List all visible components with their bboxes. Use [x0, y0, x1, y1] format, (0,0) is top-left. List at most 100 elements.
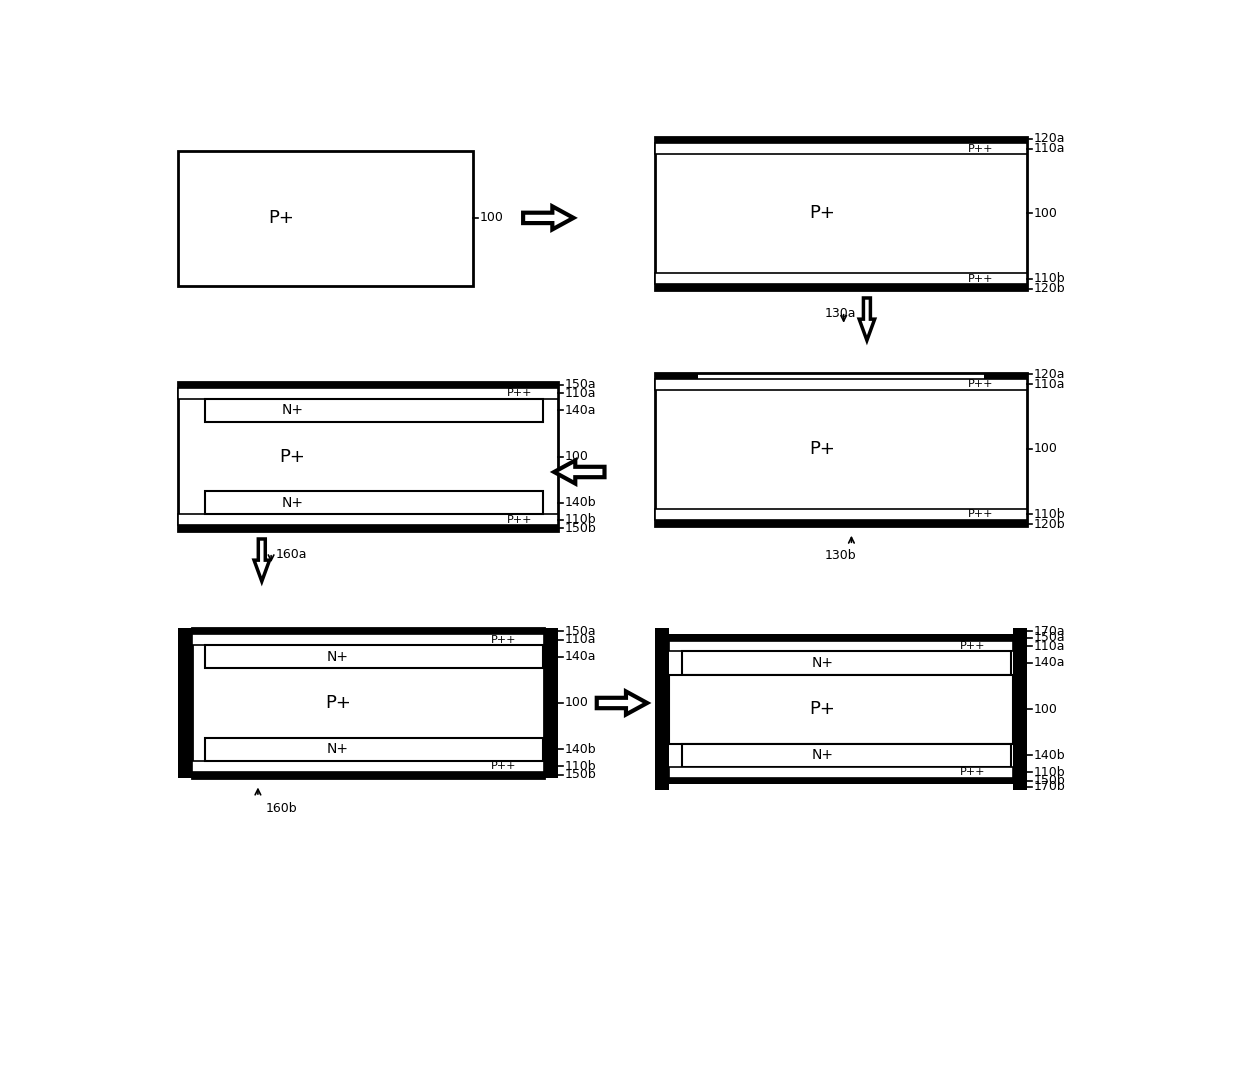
- Text: 150a: 150a: [565, 378, 596, 392]
- Text: P+: P+: [268, 209, 294, 227]
- Bar: [192, 760, 544, 771]
- Bar: [192, 628, 544, 777]
- Bar: [192, 635, 544, 645]
- Text: N+: N+: [281, 496, 303, 510]
- Bar: [655, 520, 1027, 526]
- Text: 120b: 120b: [1034, 518, 1065, 530]
- Bar: [179, 151, 472, 285]
- Text: 110a: 110a: [1034, 639, 1065, 653]
- Text: 120a: 120a: [1034, 367, 1065, 380]
- Text: 170a: 170a: [1034, 625, 1065, 638]
- Bar: [655, 628, 668, 790]
- Bar: [655, 373, 697, 379]
- Bar: [655, 143, 1027, 154]
- Bar: [192, 628, 544, 635]
- Text: 110a: 110a: [565, 634, 596, 646]
- Bar: [179, 525, 558, 531]
- Bar: [1013, 628, 1027, 790]
- Text: 140b: 140b: [565, 496, 596, 509]
- Bar: [655, 137, 1027, 143]
- Text: 110a: 110a: [1034, 378, 1065, 391]
- Bar: [179, 382, 558, 388]
- Bar: [985, 373, 1027, 379]
- Bar: [192, 771, 544, 777]
- Polygon shape: [596, 691, 647, 715]
- Text: P++: P++: [967, 379, 993, 389]
- Text: 150a: 150a: [1034, 632, 1065, 644]
- Text: 140a: 140a: [565, 651, 596, 663]
- Text: 110b: 110b: [1034, 273, 1065, 285]
- Text: N+: N+: [327, 742, 348, 756]
- Polygon shape: [859, 298, 874, 341]
- Text: P++: P++: [491, 761, 517, 771]
- Text: N+: N+: [281, 404, 303, 417]
- Bar: [655, 284, 1027, 291]
- Bar: [668, 641, 1013, 652]
- Text: 120a: 120a: [1034, 132, 1065, 145]
- Bar: [668, 635, 1013, 641]
- Polygon shape: [523, 207, 573, 229]
- Polygon shape: [254, 539, 269, 581]
- Bar: [655, 137, 1027, 291]
- Text: 140b: 140b: [1034, 749, 1065, 761]
- Text: P++: P++: [967, 509, 993, 520]
- Text: 160b: 160b: [265, 802, 298, 815]
- Text: P+: P+: [810, 204, 836, 223]
- Text: 150b: 150b: [1034, 774, 1065, 787]
- Text: 100: 100: [1034, 442, 1058, 456]
- Text: P++: P++: [506, 389, 532, 398]
- Text: 110b: 110b: [1034, 766, 1065, 779]
- Text: 140b: 140b: [565, 742, 596, 756]
- Bar: [655, 274, 1027, 284]
- Text: P++: P++: [506, 514, 532, 525]
- Bar: [655, 373, 1027, 526]
- Text: 100: 100: [480, 211, 503, 225]
- Bar: [206, 491, 543, 514]
- Text: 110a: 110a: [565, 387, 596, 400]
- Bar: [655, 509, 1027, 520]
- Text: 150b: 150b: [565, 768, 596, 781]
- Text: P++: P++: [960, 767, 986, 777]
- Bar: [668, 777, 1013, 784]
- Text: P+: P+: [325, 694, 351, 712]
- Text: 100: 100: [1034, 207, 1058, 219]
- Text: 100: 100: [565, 697, 589, 709]
- Text: N+: N+: [327, 650, 348, 663]
- Text: 150a: 150a: [565, 625, 596, 638]
- Bar: [682, 743, 1012, 767]
- Text: P++: P++: [967, 274, 993, 283]
- Text: N+: N+: [811, 656, 833, 670]
- Text: 150b: 150b: [565, 522, 596, 535]
- Bar: [179, 514, 558, 525]
- Text: N+: N+: [811, 749, 833, 763]
- Bar: [206, 398, 543, 422]
- Bar: [206, 645, 543, 669]
- Text: 110b: 110b: [565, 513, 596, 526]
- Bar: [544, 628, 558, 777]
- Bar: [179, 628, 192, 777]
- Bar: [179, 388, 558, 398]
- Text: P+: P+: [279, 447, 305, 465]
- Text: 100: 100: [565, 450, 589, 463]
- Text: 130a: 130a: [825, 307, 856, 320]
- Text: 140a: 140a: [1034, 656, 1065, 670]
- Text: 110a: 110a: [1034, 142, 1065, 155]
- Text: 120b: 120b: [1034, 282, 1065, 295]
- Bar: [682, 652, 1012, 674]
- Text: 130b: 130b: [825, 548, 856, 561]
- Text: P++: P++: [967, 144, 993, 153]
- Bar: [179, 382, 558, 531]
- Bar: [206, 738, 543, 760]
- Bar: [668, 767, 1013, 777]
- Text: 160a: 160a: [275, 547, 308, 561]
- Text: 110b: 110b: [565, 759, 596, 772]
- Text: P+: P+: [810, 700, 836, 718]
- Text: 140a: 140a: [565, 404, 596, 416]
- Bar: [668, 674, 1013, 743]
- Text: P++: P++: [960, 641, 986, 651]
- Text: 170b: 170b: [1034, 781, 1065, 793]
- Text: P++: P++: [491, 635, 517, 644]
- Text: 100: 100: [1034, 703, 1058, 716]
- Text: P+: P+: [810, 440, 836, 458]
- Text: 110b: 110b: [1034, 508, 1065, 521]
